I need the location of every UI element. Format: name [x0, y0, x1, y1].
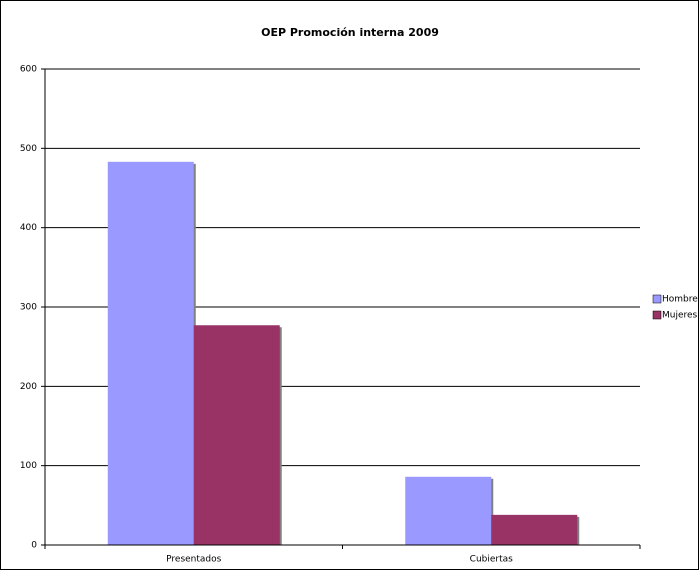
- bar: [107, 161, 194, 545]
- y-tick-label: 500: [20, 144, 37, 154]
- y-tick-label: 600: [20, 65, 37, 75]
- x-tick-label: Presentados: [166, 555, 222, 565]
- y-tick-label: 400: [20, 223, 37, 233]
- bar: [405, 476, 492, 545]
- legend-swatch: [652, 294, 662, 304]
- y-tick-label: 0: [31, 541, 37, 551]
- bar: [193, 325, 280, 545]
- y-tick-label: 200: [20, 382, 37, 392]
- legend-label: Mujeres: [662, 311, 698, 321]
- legend-swatch: [652, 310, 662, 320]
- y-tick-label: 100: [20, 461, 37, 471]
- chart-title: OEP Promoción interna 2009: [261, 26, 439, 39]
- y-tick-label: 300: [20, 303, 37, 313]
- bar: [491, 514, 578, 545]
- legend-label: Hombres: [662, 295, 699, 305]
- x-tick-label: Cubiertas: [470, 555, 513, 565]
